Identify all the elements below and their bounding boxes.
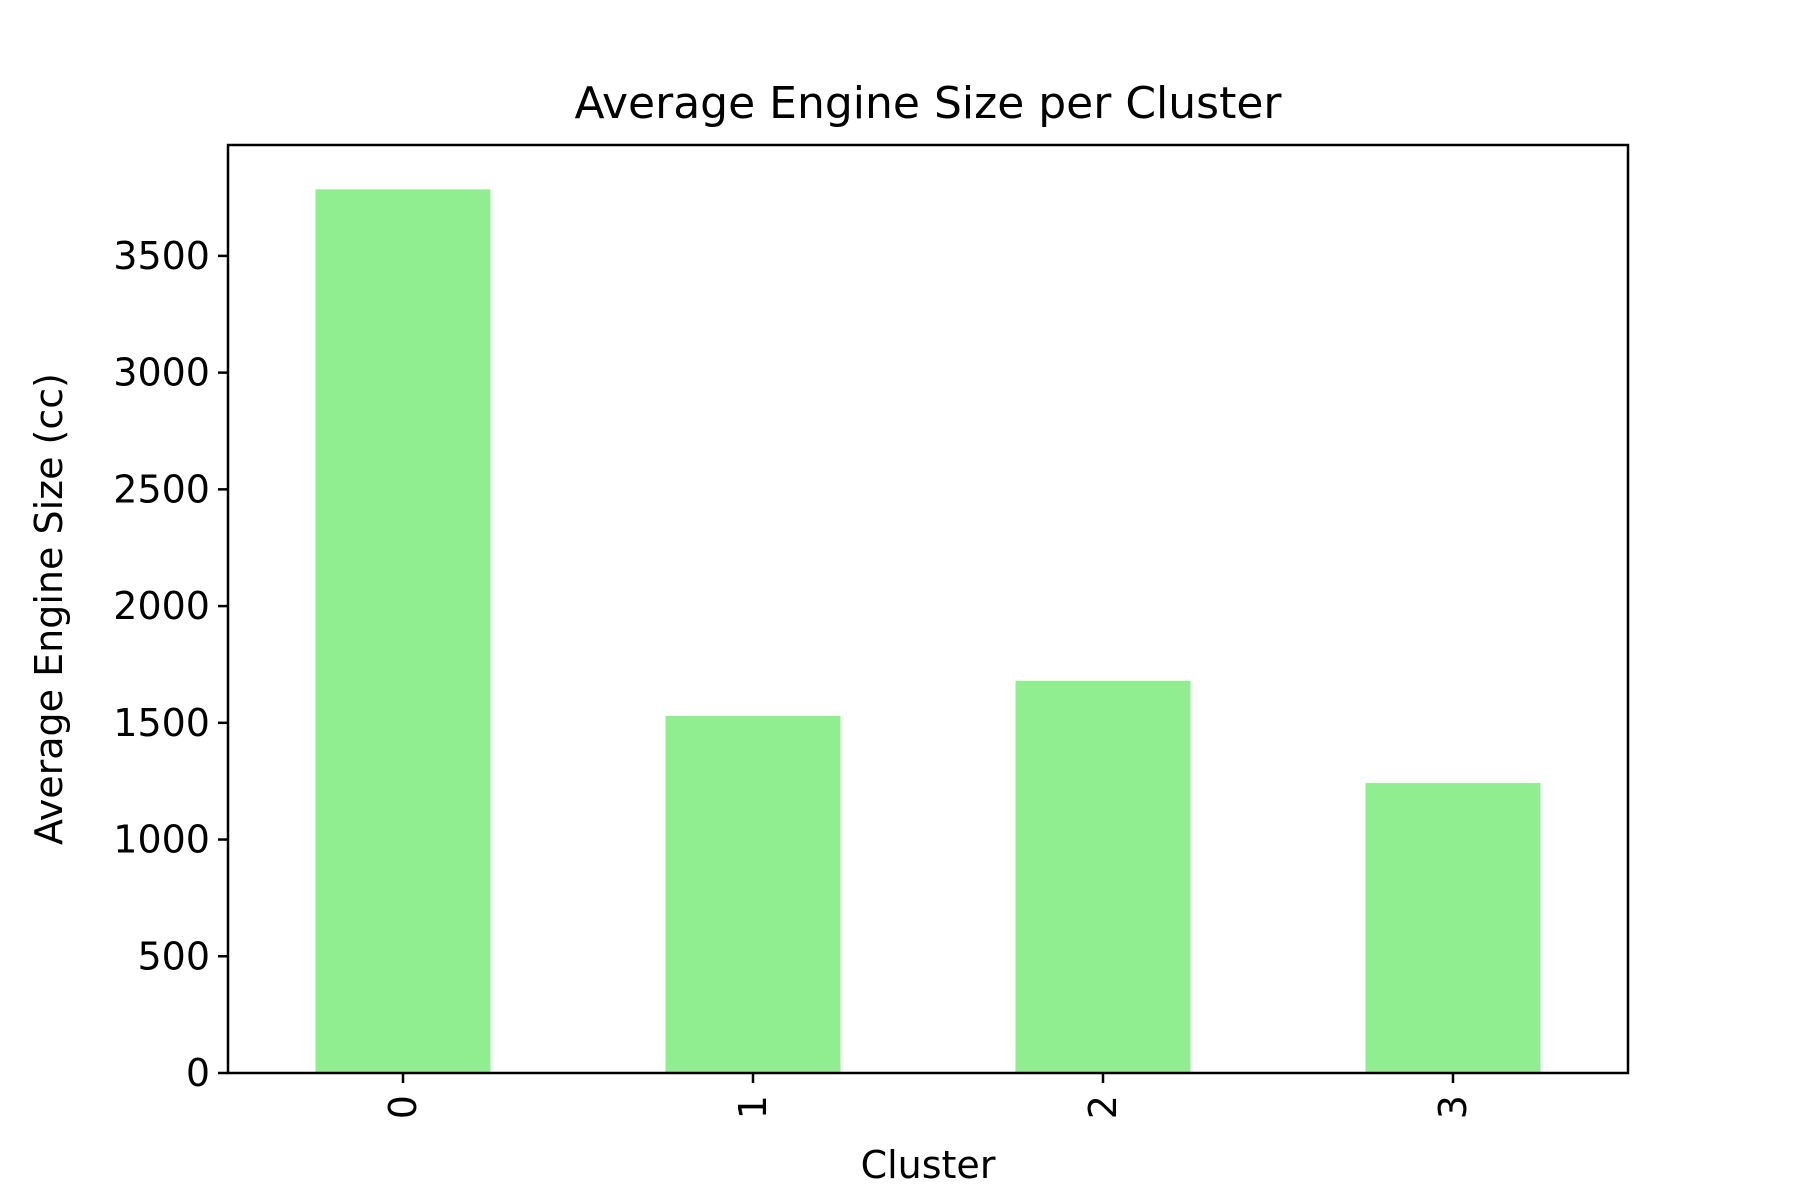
bar-cluster-3 bbox=[1365, 783, 1541, 1073]
bar-cluster-1 bbox=[665, 715, 841, 1073]
y-axis-label: Average Engine Size (cc) bbox=[27, 373, 71, 845]
y-tick-label: 2000 bbox=[113, 584, 210, 628]
y-tick-label: 3000 bbox=[113, 351, 210, 395]
y-tick-label: 2500 bbox=[113, 467, 210, 511]
axes-frame bbox=[226, 143, 1630, 1075]
x-tick-label: 1 bbox=[731, 1095, 775, 1119]
x-axis-label: Cluster bbox=[861, 1143, 996, 1187]
y-tick-label: 0 bbox=[186, 1051, 210, 1095]
x-axis-ticks: 0 1 2 3 bbox=[381, 1073, 1475, 1119]
y-axis-ticks: 0 500 1000 1500 2000 2500 3000 3500 bbox=[113, 234, 228, 1095]
x-tick-label: 3 bbox=[1431, 1095, 1475, 1119]
y-tick-label: 1500 bbox=[113, 701, 210, 745]
y-tick-label: 500 bbox=[137, 934, 210, 978]
chart-title: Average Engine Size per Cluster bbox=[574, 78, 1282, 129]
bars-layer bbox=[315, 189, 1541, 1073]
x-tick-label: 0 bbox=[381, 1095, 425, 1119]
y-tick-label: 1000 bbox=[113, 818, 210, 862]
x-tick-label: 2 bbox=[1081, 1095, 1125, 1119]
y-tick-label: 3500 bbox=[113, 234, 210, 278]
bar-cluster-0 bbox=[315, 189, 491, 1073]
bar-cluster-2 bbox=[1015, 680, 1191, 1073]
